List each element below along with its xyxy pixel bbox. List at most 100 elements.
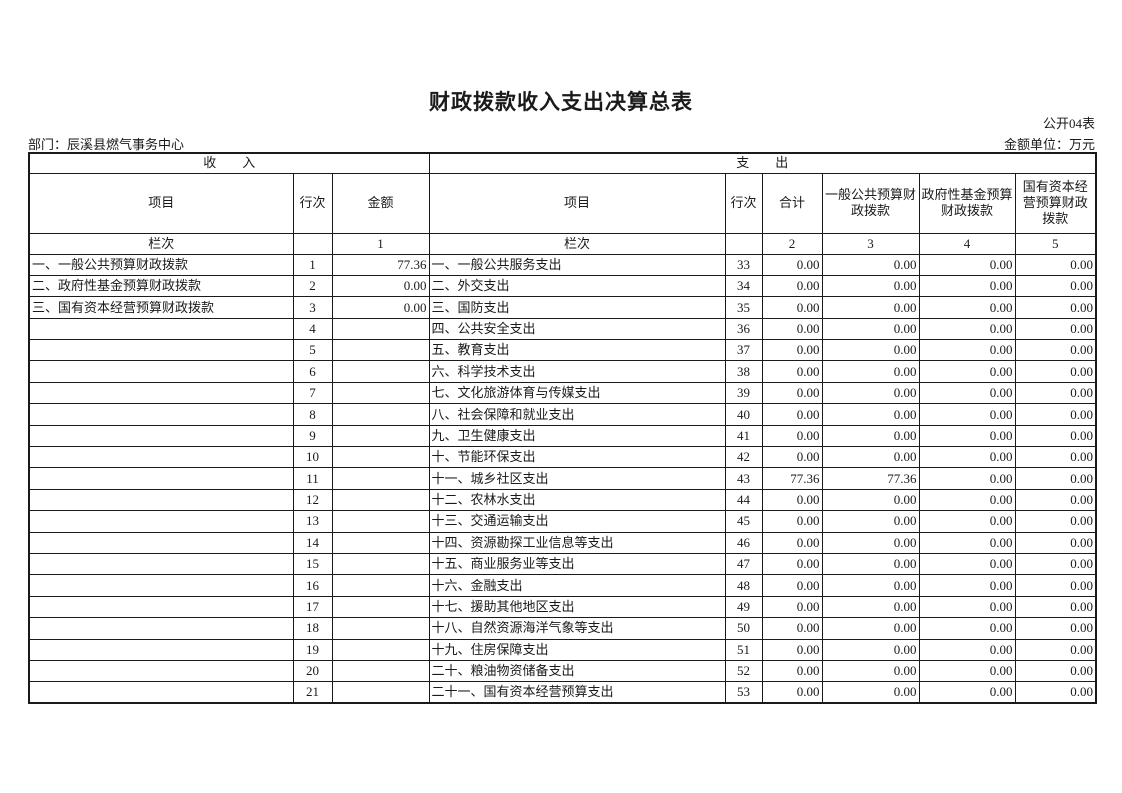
table-row: 一、一般公共预算财政拨款 1 77.36 一、一般公共服务支出 33 0.00 0.00 0.… [28,253,1097,276]
income-item-cell [28,381,294,405]
expense-total-cell: 0.00 [761,595,823,619]
income-amount-cell [331,488,430,512]
income-item-cell [28,638,294,661]
expense-general-header: 一般公共预算财政拨款 [821,172,920,234]
expense-item-cell: 十七、援助其他地区支出 [428,595,726,619]
expense-general-cell: 0.00 [821,552,920,576]
table-row: 7 七、文化旅游体育与传媒支出 39 0.00 0.00 0.00 0.00 [28,381,1097,405]
table-row: 4 四、公共安全支出 36 0.00 0.00 0.00 0.00 [28,317,1097,341]
expense-govfund-cell: 0.00 [918,617,1016,640]
income-item-cell [28,360,294,383]
table-row: 16 十六、金融支出 48 0.00 0.00 0.00 0.00 [28,574,1097,597]
expense-item-cell: 十一、城乡社区支出 [428,467,726,490]
income-amount-cell [331,552,430,576]
income-amount-cell [331,617,430,640]
expense-item-cell: 六、科学技术支出 [428,360,726,383]
expense-general-cell: 0.00 [821,638,920,661]
expense-general-cell: 0.00 [821,681,920,704]
income-amount-cell [331,659,430,683]
income-line-cell: 6 [292,360,333,383]
expense-general-cell: 0.00 [821,617,920,640]
expense-line-cell: 40 [724,403,763,426]
expense-item-cell: 十五、商业服务业等支出 [428,552,726,576]
expense-line-cell: 47 [724,552,763,576]
expense-statecap-cell: 0.00 [1014,574,1097,597]
expense-total-cell: 0.00 [761,403,823,426]
income-amount-cell [331,595,430,619]
expense-line-cell: 37 [724,339,763,362]
expense-general-cell: 0.00 [821,446,920,469]
income-amount-cell: 0.00 [331,296,430,319]
column-index-row: 栏次 1 栏次 2 3 4 5 [28,232,1097,255]
expense-line-cell: 50 [724,617,763,640]
expense-govfund-cell: 0.00 [918,659,1016,683]
income-item-cell: 二、政府性基金预算财政拨款 [28,274,294,298]
expense-item-cell: 十六、金融支出 [428,574,726,597]
income-amount-cell [331,574,430,597]
expense-govfund-cell: 0.00 [918,274,1016,298]
expense-statecap-cell: 0.00 [1014,360,1097,383]
expense-total-cell: 0.00 [761,510,823,533]
expense-line-cell: 48 [724,574,763,597]
expense-total-cell: 0.00 [761,659,823,683]
expense-general-cell: 0.00 [821,595,920,619]
expense-index-line [724,232,763,255]
income-line-cell: 18 [292,617,333,640]
income-line-cell: 3 [292,296,333,319]
department-label: 部门：辰溪县燃气事务中心 [28,137,185,152]
expense-total-cell: 0.00 [761,638,823,661]
income-item-cell: 一、一般公共预算财政拨款 [28,253,294,276]
expense-total-cell: 0.00 [761,446,823,469]
income-index-line [292,232,333,255]
income-item-cell [28,552,294,576]
income-line-cell: 10 [292,446,333,469]
expense-line-cell: 39 [724,381,763,405]
income-item-cell [28,403,294,426]
expense-total-cell: 0.00 [761,317,823,341]
expense-general-cell: 0.00 [821,488,920,512]
expense-line-cell: 35 [724,296,763,319]
meta-line: 部门：辰溪县燃气事务中心 金额单位：万元 [28,134,1095,153]
expense-line-cell: 33 [724,253,763,276]
expense-statecap-cell: 0.00 [1014,317,1097,341]
expense-general-cell: 0.00 [821,403,920,426]
income-line-cell: 1 [292,253,333,276]
expense-general-cell: 0.00 [821,339,920,362]
table-row: 19 十九、住房保障支出 51 0.00 0.00 0.00 0.00 [28,638,1097,661]
expense-index-label: 栏次 [428,232,726,255]
income-line-cell: 5 [292,339,333,362]
expense-govfund-cell: 0.00 [918,403,1016,426]
expense-total-cell: 0.00 [761,274,823,298]
income-item-cell [28,659,294,683]
expense-general-cell: 0.00 [821,296,920,319]
expense-general-cell: 0.00 [821,360,920,383]
income-item-cell [28,317,294,341]
expense-line-cell: 52 [724,659,763,683]
expense-statecap-cell: 0.00 [1014,659,1097,683]
expense-govfund-cell: 0.00 [918,381,1016,405]
expense-total-cell: 0.00 [761,296,823,319]
expense-item-cell: 三、国防支出 [428,296,726,319]
income-amount-cell [331,317,430,341]
income-amount-cell: 77.36 [331,253,430,276]
income-index-amount: 1 [331,232,430,255]
expense-total-cell: 0.00 [761,339,823,362]
income-line-cell: 2 [292,274,333,298]
income-amount-cell [331,381,430,405]
expense-govfund-cell: 0.00 [918,552,1016,576]
expense-total-cell: 0.00 [761,531,823,554]
income-index-label: 栏次 [28,232,294,255]
expense-govfund-cell: 0.00 [918,574,1016,597]
expense-line-cell: 36 [724,317,763,341]
expense-section-banner: 支 出 [428,152,1097,174]
expense-govfund-cell: 0.00 [918,681,1016,704]
expense-govfund-cell: 0.00 [918,339,1016,362]
expense-item-header: 项目 [428,172,726,234]
expense-item-cell: 五、教育支出 [428,339,726,362]
income-line-cell: 21 [292,681,333,704]
income-line-cell: 14 [292,531,333,554]
income-item-cell [28,617,294,640]
expense-item-cell: 二十一、国有资本经营预算支出 [428,681,726,704]
expense-item-cell: 一、一般公共服务支出 [428,253,726,276]
income-item-cell [28,488,294,512]
